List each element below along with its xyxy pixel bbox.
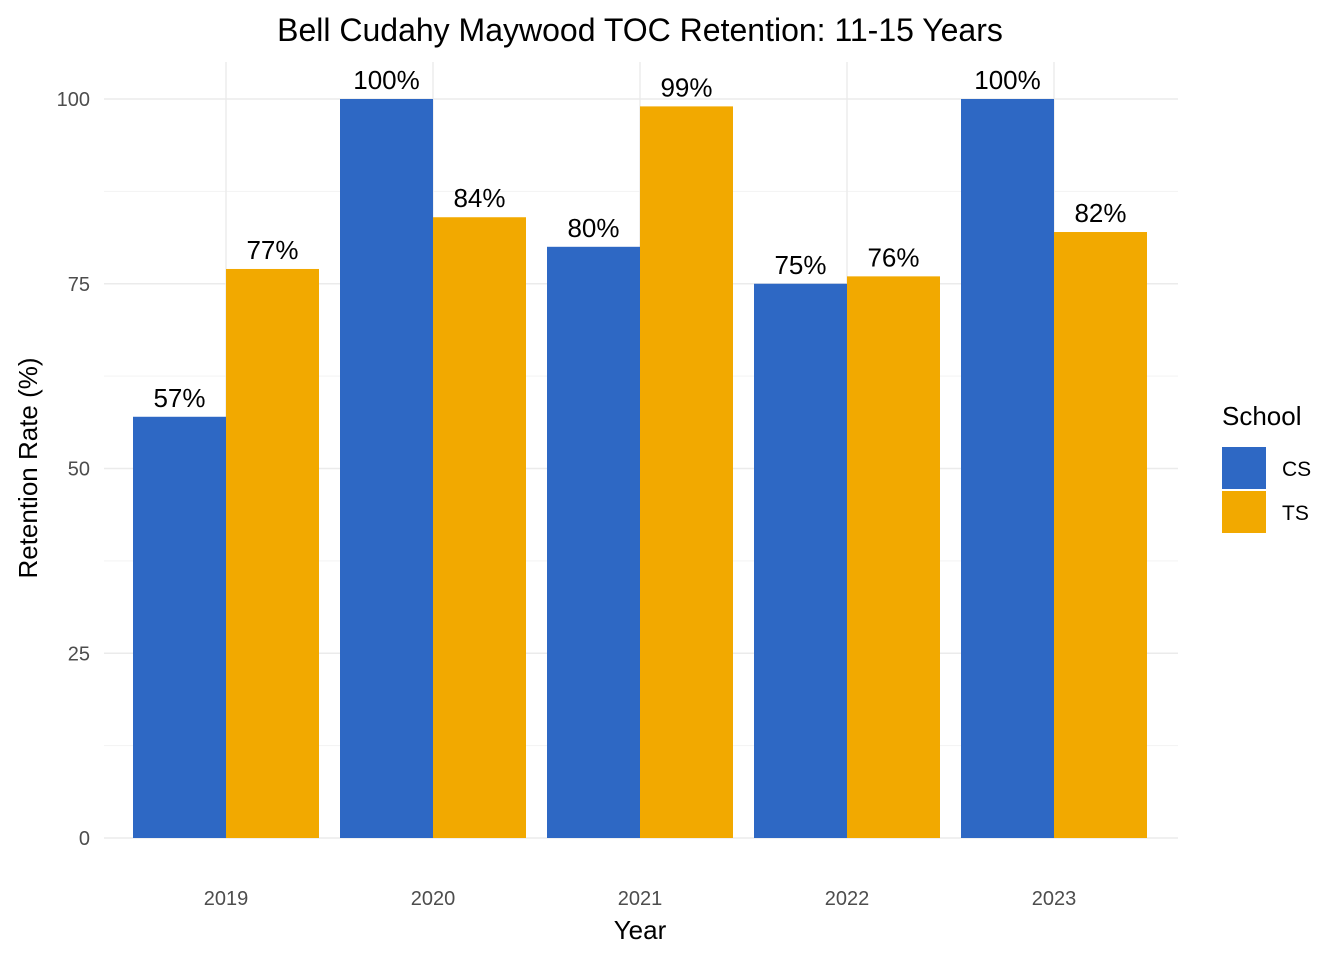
data-label-ts-2022: 76% <box>867 242 919 272</box>
data-label-ts-2019: 77% <box>246 235 298 265</box>
legend-swatch-ts <box>1222 491 1266 533</box>
bars <box>133 99 1147 839</box>
data-label-cs-2023: 100% <box>974 65 1041 95</box>
bar-cs-2023 <box>961 99 1054 838</box>
bar-ts-2020 <box>433 217 526 839</box>
x-tick-label: 2020 <box>411 888 456 910</box>
legend-label-cs: CS <box>1282 458 1311 481</box>
y-tick-label: 75 <box>68 274 90 296</box>
legend-swatch-cs <box>1222 447 1266 489</box>
bar-cs-2022 <box>754 283 847 838</box>
data-label-cs-2022: 75% <box>774 250 826 280</box>
data-label-cs-2020: 100% <box>353 65 420 95</box>
y-tick-label: 0 <box>79 828 90 850</box>
bar-ts-2022 <box>847 276 940 838</box>
bar-ts-2023 <box>1054 232 1147 838</box>
data-label-ts-2021: 99% <box>660 72 712 102</box>
x-tick-label: 2022 <box>825 888 870 910</box>
x-axis-ticks: 2019 2020 2021 2022 2023 <box>204 888 1077 910</box>
bar-cs-2019 <box>133 416 226 838</box>
y-tick-label: 50 <box>68 459 90 481</box>
y-axis-title: Retention Rate (%) <box>13 357 43 578</box>
x-tick-label: 2019 <box>204 888 249 910</box>
y-axis-ticks: 0 25 50 75 100 <box>57 89 90 850</box>
legend: School CS TS <box>1222 401 1311 533</box>
y-tick-label: 25 <box>68 643 90 665</box>
chart-title: Bell Cudahy Maywood TOC Retention: 11-15… <box>277 12 1003 48</box>
data-label-ts-2023: 82% <box>1074 198 1126 228</box>
bar-ts-2019 <box>226 268 319 839</box>
x-tick-label: 2021 <box>618 888 663 910</box>
bar-ts-2021 <box>640 106 733 838</box>
legend-label-ts: TS <box>1282 502 1309 525</box>
x-axis-title: Year <box>614 915 667 945</box>
legend-title: School <box>1222 401 1302 431</box>
y-tick-label: 100 <box>57 89 90 111</box>
data-label-cs-2019: 57% <box>153 383 205 413</box>
bar-cs-2020 <box>340 99 433 838</box>
data-label-cs-2021: 80% <box>567 213 619 243</box>
data-labels: 57% 77% 100% 84% 80% 99% 75% 76% 100% 82% <box>153 65 1126 413</box>
data-label-ts-2020: 84% <box>453 183 505 213</box>
x-tick-label: 2023 <box>1032 888 1077 910</box>
bar-cs-2021 <box>547 246 640 839</box>
